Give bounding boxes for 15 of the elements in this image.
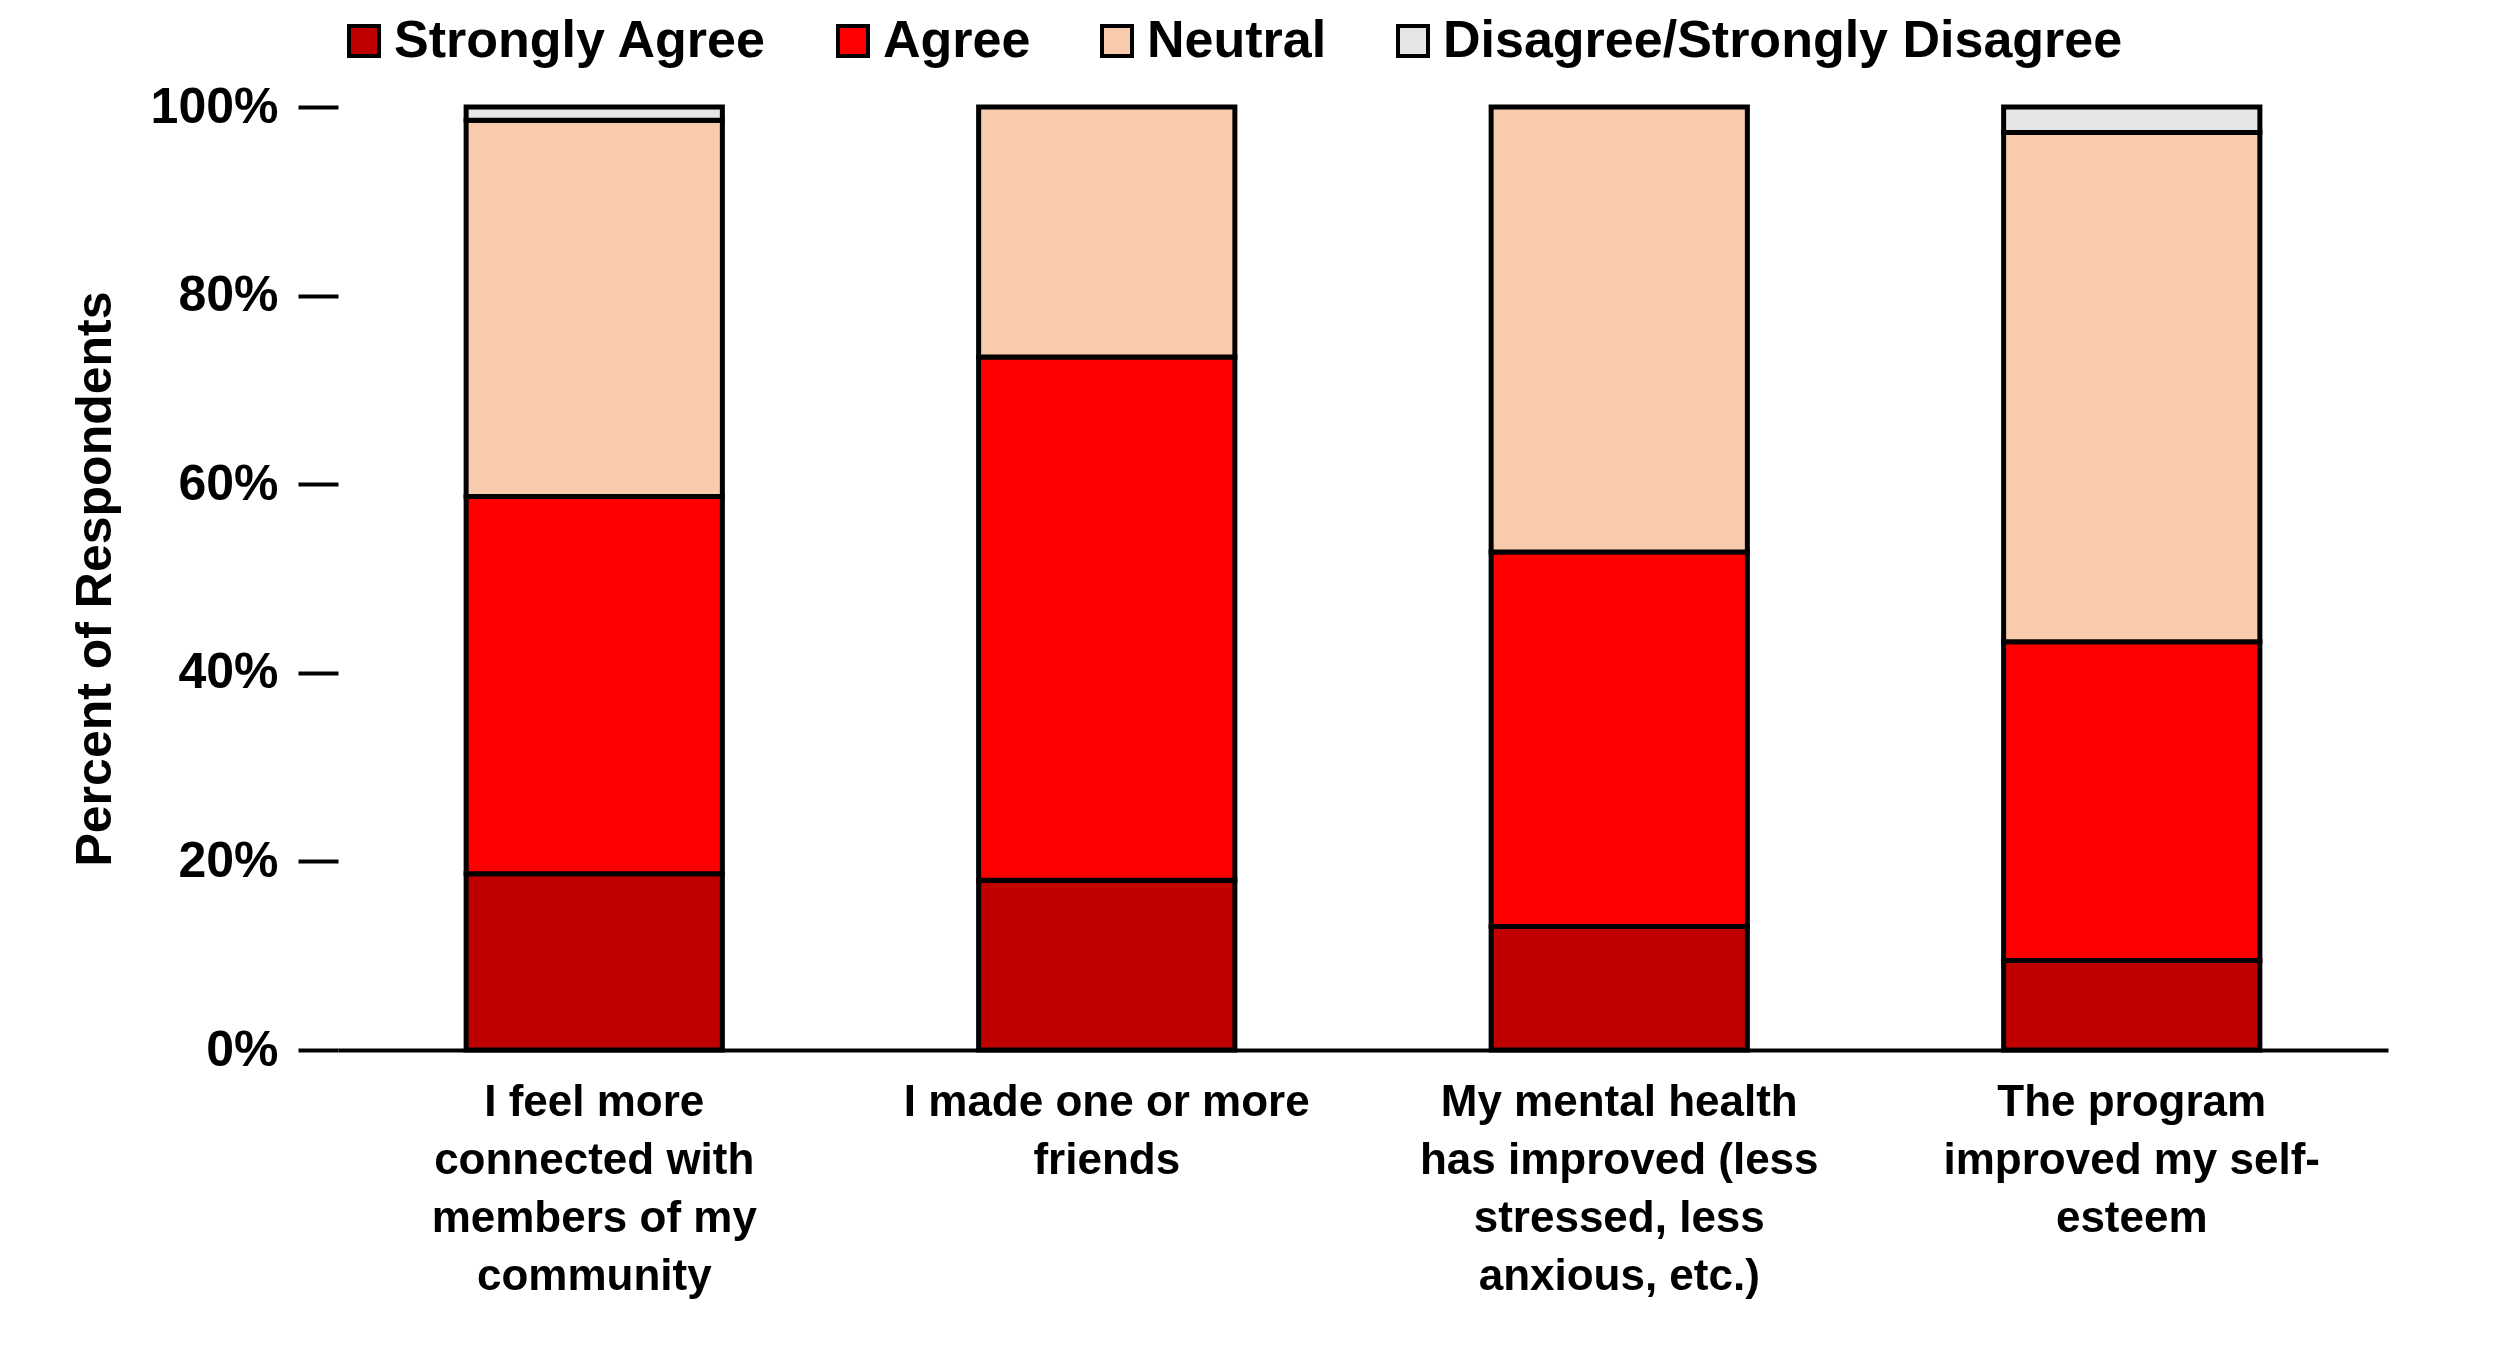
y-tick-label: 100% bbox=[150, 77, 279, 134]
x-tick-label: The program improved my self-esteem bbox=[1943, 1075, 2321, 1241]
y-axis-title: Percent of Respondents bbox=[65, 291, 122, 867]
x-tick-label: I feel more connected with members of my community bbox=[431, 1075, 758, 1299]
y-tick-label: 80% bbox=[178, 266, 279, 323]
x-tick-label: I made one or more friends bbox=[903, 1075, 1310, 1183]
y-tick-label: 0% bbox=[206, 1020, 279, 1077]
y-tick-label: 60% bbox=[178, 454, 279, 511]
legend-label: Agree bbox=[883, 10, 1031, 68]
x-tick-label: My mental health has improved (less stressed, less anxious, etc.) bbox=[1419, 1075, 1819, 1299]
legend-label: Strongly Agree bbox=[394, 10, 765, 68]
legend-label: Disagree/Strongly Disagree bbox=[1443, 10, 2123, 68]
y-tick-label: 20% bbox=[178, 831, 279, 888]
legend-label: Neutral bbox=[1147, 10, 1327, 68]
y-tick-label: 40% bbox=[178, 643, 279, 700]
